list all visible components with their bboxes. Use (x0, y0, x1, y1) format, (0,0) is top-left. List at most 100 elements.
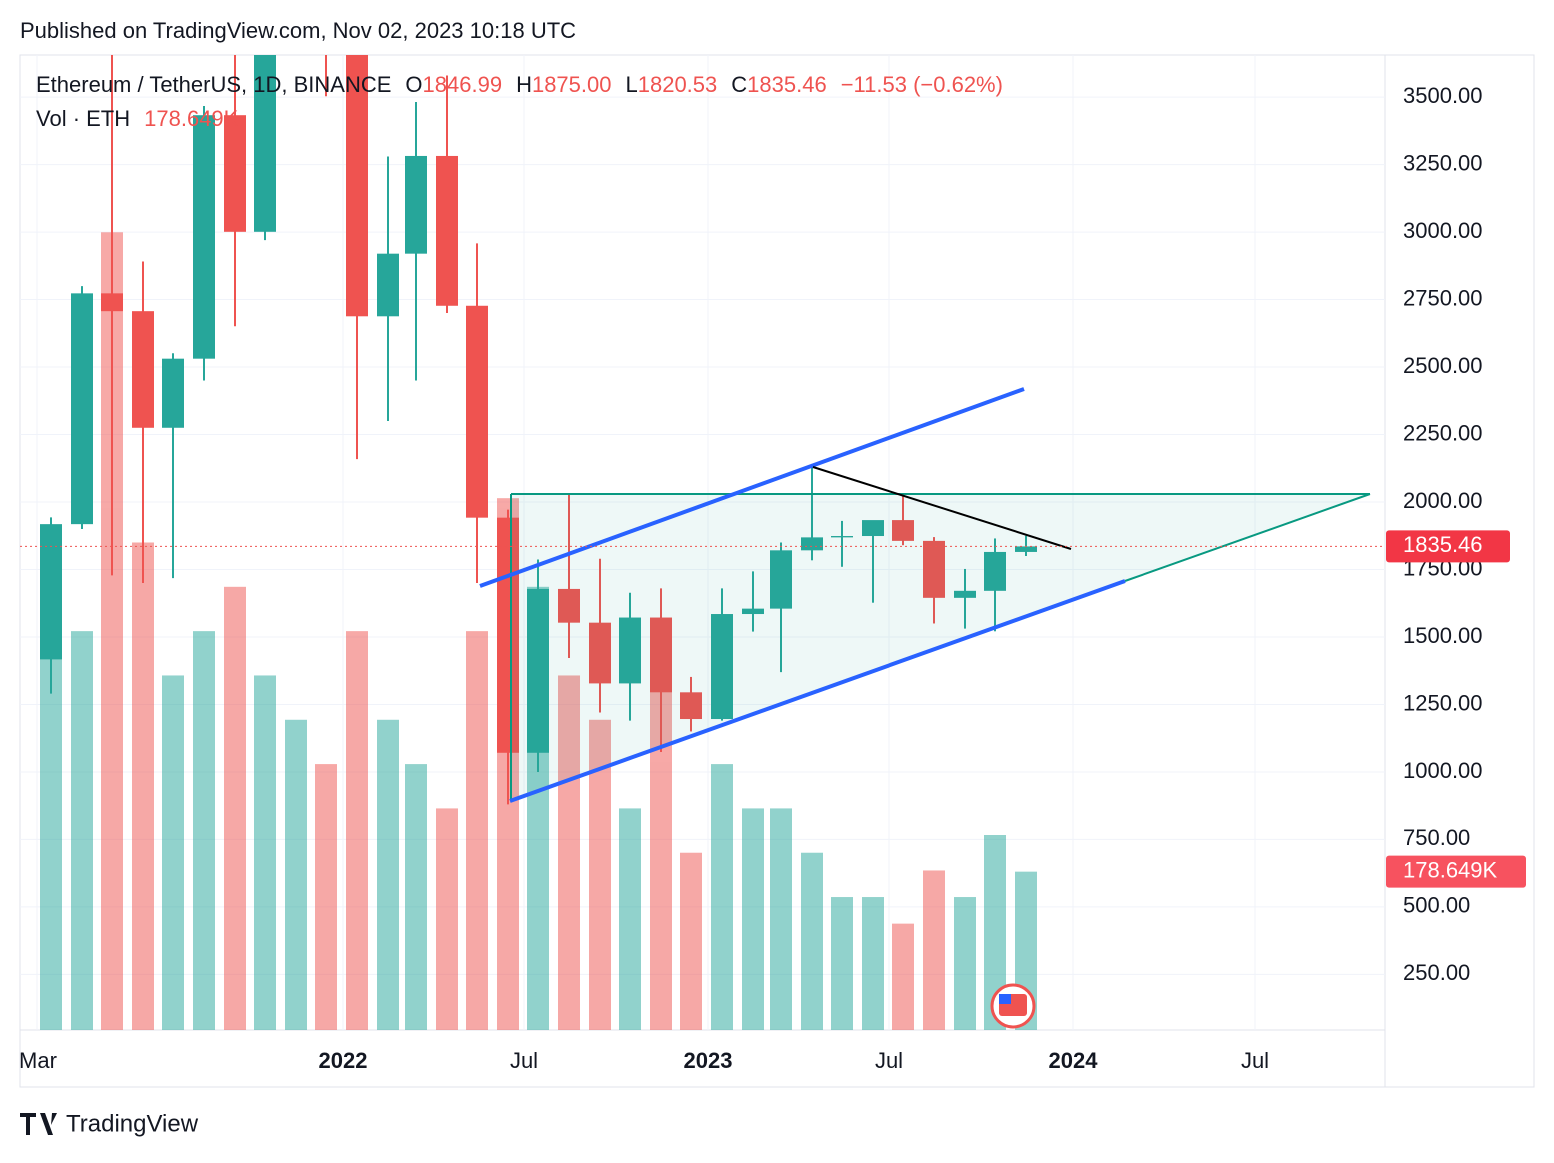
volume-bar (984, 835, 1006, 1030)
legend-high: 1875.00 (532, 72, 612, 97)
legend-low: 1820.53 (638, 72, 718, 97)
volume-bar (285, 719, 307, 1030)
brand-logo (20, 1113, 57, 1135)
y-tick-label: 2000.00 (1403, 488, 1483, 513)
y-tick-label: 1000.00 (1403, 758, 1483, 783)
volume-bar (892, 923, 914, 1030)
volume-bar (742, 808, 764, 1030)
volume-bar (923, 870, 945, 1030)
volume-bar (589, 719, 611, 1030)
volume-bar (40, 586, 62, 1030)
last-volume-label: 178.649K (1403, 857, 1498, 882)
candle-body (40, 524, 62, 660)
candle-body (770, 550, 792, 609)
resistance-line (812, 466, 1072, 550)
frame (19, 54, 1535, 1088)
x-tick-label: Mar (19, 1048, 57, 1073)
candle-body (405, 155, 427, 254)
flag-icon-canton (999, 994, 1011, 1004)
candle-body (436, 155, 458, 306)
legend-o: O (405, 72, 422, 97)
volume-bar (71, 631, 93, 1030)
x-tick-label: Jul (875, 1048, 903, 1073)
volume-bar (315, 764, 337, 1030)
legend-c: C (731, 72, 747, 97)
candle-body (377, 253, 399, 317)
candle-body (801, 537, 823, 551)
candle-body (224, 115, 246, 232)
candle-body (527, 588, 549, 753)
legend-h: H (516, 72, 532, 97)
drawings (479, 387, 1371, 1029)
candle-body (254, 55, 276, 232)
published-text: Published on TradingView.com, Nov 02, 20… (20, 18, 576, 43)
candle-body (589, 622, 611, 684)
candle-body (132, 311, 154, 428)
last-price-label: 1835.46 (1403, 532, 1483, 557)
y-tick-label: 250.00 (1403, 960, 1470, 985)
volume-bar (831, 897, 853, 1030)
candle-body (742, 608, 764, 615)
y-tick-label: 1250.00 (1403, 690, 1483, 715)
candle-body (954, 590, 976, 598)
y-tick-label: 2500.00 (1403, 353, 1483, 378)
last-price-box (1386, 530, 1510, 563)
candle-body (650, 617, 672, 693)
y-tick-label: 1500.00 (1403, 623, 1483, 648)
volume-bar (224, 586, 246, 1030)
volume-bar (558, 675, 580, 1030)
candle-body (984, 551, 1006, 591)
legend-open: 1846.99 (423, 72, 503, 97)
y-tick-label: 750.00 (1403, 825, 1470, 850)
legend-change: −11.53 (−0.62%) (841, 72, 1003, 97)
legend: Ethereum / TetherUS, 1D, BINANCE O1846.99… (36, 72, 1003, 131)
candle-body (831, 536, 853, 538)
volume-bar (650, 675, 672, 1030)
volume-bar (162, 675, 184, 1030)
legend-l: L (625, 72, 637, 97)
candle-body (1015, 546, 1037, 552)
candle-body (558, 588, 580, 623)
volume-bar (254, 675, 276, 1030)
x-tick-label: Jul (510, 1048, 538, 1073)
svg-text:Ethereum / TetherUS, 1D, BINAN: Ethereum / TetherUS, 1D, BINANCE O1846.99… (36, 72, 1003, 97)
volume-bar (377, 719, 399, 1030)
legend-close: 1835.46 (747, 72, 827, 97)
candle-body (466, 305, 488, 518)
candle-body (162, 358, 184, 428)
volume-bar (680, 852, 702, 1030)
candle-body (892, 520, 914, 541)
candle-body (619, 617, 641, 684)
candle-body (923, 540, 945, 598)
y-tick-label: 3500.00 (1403, 83, 1483, 108)
volume-bar (770, 808, 792, 1030)
last-volume-box (1386, 855, 1526, 888)
upper-trendline (479, 387, 1025, 588)
x-tick-label: 2024 (1049, 1048, 1099, 1073)
y-tick-label: 2250.00 (1403, 420, 1483, 445)
volume-bar (405, 764, 427, 1030)
candle-body (346, 55, 368, 317)
candle-body (193, 115, 215, 359)
lower-trendline (509, 579, 1126, 803)
x-tick-label: Jul (1241, 1048, 1269, 1073)
legend-volume: 178.649K (144, 106, 239, 131)
volume-bar (862, 897, 884, 1030)
triangle-hyp (1124, 493, 1371, 582)
candle-body (862, 520, 884, 537)
x-tick-label: 2022 (319, 1048, 368, 1073)
candle-body (71, 293, 93, 525)
volume-bar (801, 852, 823, 1030)
volume-bar (101, 232, 123, 1030)
legend-volume-label: Vol · ETH (36, 106, 130, 131)
volume-bar (954, 897, 976, 1030)
x-tick-label: 2023 (684, 1048, 733, 1073)
volume-bar (619, 808, 641, 1030)
volume-bar (466, 631, 488, 1030)
y-tick-label: 500.00 (1403, 893, 1470, 918)
volume-bar (711, 764, 733, 1030)
candle-body (680, 692, 702, 720)
y-tick-label: 3000.00 (1403, 218, 1483, 243)
